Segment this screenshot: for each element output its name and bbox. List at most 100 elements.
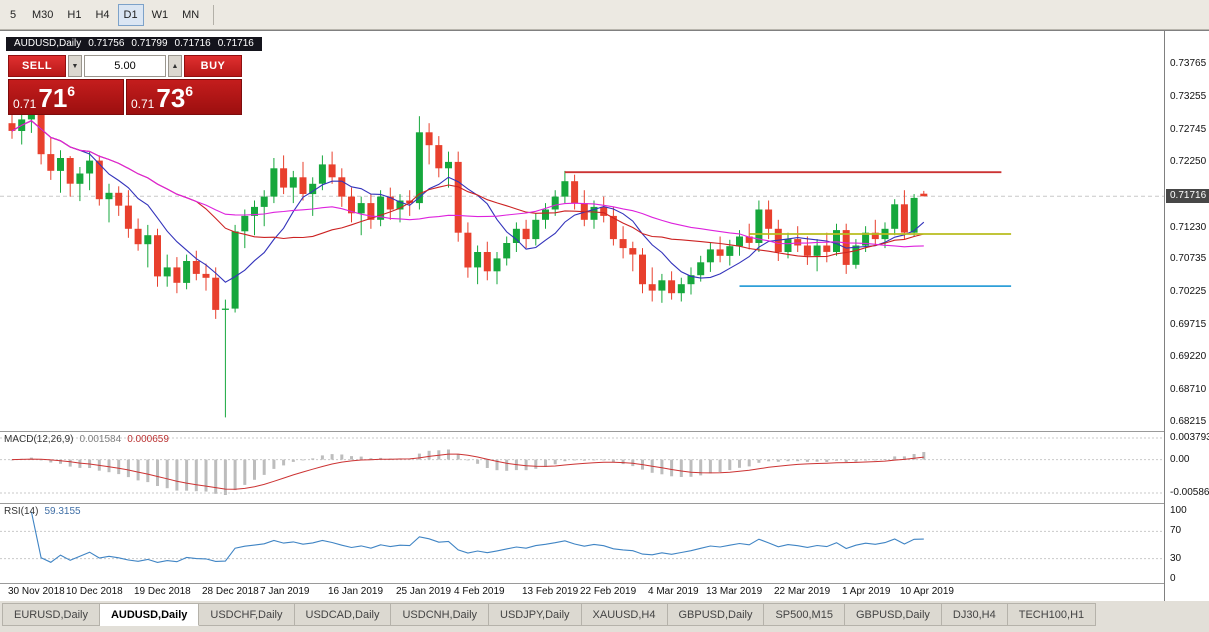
time-axis-label: 25 Jan 2019: [396, 586, 452, 597]
buy-price-prefix: 0.71: [131, 97, 155, 111]
macd-label: MACD(12,26,9) 0.001584 0.000659: [4, 434, 169, 445]
ma-slow-line: [11, 120, 924, 248]
macd-main-value: 0.001584: [79, 434, 122, 445]
macd-signal-line: [11, 453, 924, 490]
timeframe-button-m30[interactable]: M30: [26, 3, 60, 26]
price-scale-label: 0.70735: [1170, 253, 1207, 264]
buy-price-pip: 6: [185, 83, 194, 99]
price-scale-label: 0.72745: [1170, 124, 1207, 135]
time-axis-label: 4 Mar 2019: [648, 586, 699, 597]
rsi-scale-label: 0: [1170, 573, 1176, 584]
time-axis[interactable]: 30 Nov 2018 10 Dec 2018 19 Dec 2018 28 Dec …: [0, 583, 1164, 601]
chart-title-bar: AUDUSD,Daily 0.71756 0.71799 0.71716 0.7…: [6, 37, 262, 51]
macd-scale-label: 0.003793: [1170, 432, 1209, 443]
buy-price-big: 73: [156, 83, 186, 113]
macd-scale-label: 0.00: [1170, 454, 1190, 465]
volume-increase-button[interactable]: ▲: [168, 55, 182, 77]
tab-usdcad-daily[interactable]: USDCAD,Daily: [294, 603, 392, 626]
time-axis-label: 10 Dec 2018: [66, 586, 123, 597]
candles: [8, 106, 928, 418]
rsi-value: 59.3155: [44, 506, 81, 517]
chart-symbol-title: AUDUSD,Daily: [14, 38, 82, 49]
timeframe-button-mn[interactable]: MN: [176, 3, 206, 26]
timeframe-button-h1[interactable]: H1: [61, 3, 88, 26]
timeframe-toolbar: 5 M30 H1 H4 D1 W1 MN: [0, 0, 1209, 30]
tab-usdcnh-daily[interactable]: USDCNH,Daily: [391, 603, 490, 626]
price-chart[interactable]: [0, 31, 1164, 431]
tab-tech100-h1[interactable]: TECH100,H1: [1007, 603, 1097, 626]
macd-indicator-pane[interactable]: [0, 431, 1164, 503]
tab-dj30-h4[interactable]: DJ30,H4: [941, 603, 1008, 626]
chart-tab-bar: EURUSD,Daily AUDUSD,Daily USDCHF,Daily USDC…: [0, 600, 1209, 632]
time-axis-label: 4 Feb 2019: [454, 586, 505, 597]
price-scale-label: 0.71230: [1170, 222, 1207, 233]
time-axis-label: 22 Mar 2019: [774, 586, 831, 597]
ohlc-close: 0.71716: [217, 38, 254, 49]
rsi-scale-label: 30: [1170, 553, 1182, 564]
timeframe-button-w1[interactable]: W1: [145, 3, 175, 26]
price-scale-label: 0.68710: [1170, 384, 1207, 395]
macd-histogram: [10, 449, 926, 495]
tab-eurusd-daily[interactable]: EURUSD,Daily: [2, 603, 100, 626]
timeframe-button-5[interactable]: 5: [2, 3, 24, 26]
tab-xauusd-h4[interactable]: XAUUSD,H4: [581, 603, 668, 626]
buy-price-display[interactable]: 0.71 73 6: [126, 79, 242, 115]
tab-sp500-m15[interactable]: SP500,M15: [764, 603, 845, 626]
volume-input[interactable]: [84, 55, 166, 77]
rsi-label: RSI(14) 59.3155: [4, 506, 81, 517]
tab-gbpusd-daily[interactable]: GBPUSD,Daily: [844, 603, 942, 626]
volume-decrease-button[interactable]: ▼: [68, 55, 82, 77]
time-axis-label: 1 Apr 2019: [842, 586, 891, 597]
price-scale[interactable]: 0.737650.732550.727450.722500.717400.712…: [1164, 31, 1209, 601]
tab-gbpusd-daily[interactable]: GBPUSD,Daily: [667, 603, 765, 626]
price-scale-label: 0.72250: [1170, 156, 1207, 167]
time-axis-label: 22 Feb 2019: [580, 586, 637, 597]
ohlc-open: 0.71756: [88, 38, 125, 49]
rsi-scale-label: 70: [1170, 525, 1182, 536]
sell-button[interactable]: SELL: [8, 55, 66, 77]
chart-window: AUDUSD,Daily 0.71756 0.71799 0.71716 0.7…: [0, 30, 1209, 601]
sell-price-big: 71: [38, 83, 68, 113]
time-axis-label: 19 Dec 2018: [134, 586, 191, 597]
toolbar-separator: [213, 4, 215, 25]
rsi-line: [30, 511, 924, 563]
price-scale-label: 0.70225: [1170, 286, 1207, 297]
timeframe-button-d1[interactable]: D1: [117, 3, 144, 26]
sell-price-prefix: 0.71: [13, 97, 37, 111]
timeframe-button-h4[interactable]: H4: [89, 3, 116, 26]
tab-audusd-daily[interactable]: AUDUSD,Daily: [99, 603, 200, 626]
panel-divider: [0, 583, 1209, 584]
macd-title: MACD(12,26,9): [4, 434, 74, 445]
time-axis-label: 7 Jan 2019: [260, 586, 310, 597]
triangle-up-icon: ▲: [171, 62, 179, 70]
triangle-down-icon: ▼: [71, 62, 79, 70]
rsi-title: RSI(14): [4, 506, 39, 517]
price-scale-label: 0.73255: [1170, 91, 1207, 102]
time-axis-label: 13 Feb 2019: [522, 586, 579, 597]
time-axis-label: 16 Jan 2019: [328, 586, 384, 597]
price-scale-label: 0.68215: [1170, 416, 1207, 427]
time-axis-label: 28 Dec 2018: [202, 586, 259, 597]
tab-usdjpy-daily[interactable]: USDJPY,Daily: [489, 603, 582, 626]
time-axis-label: 10 Apr 2019: [900, 586, 954, 597]
time-axis-label: 30 Nov 2018: [8, 586, 65, 597]
price-scale-label: 0.73765: [1170, 58, 1207, 69]
panel-divider: [0, 503, 1209, 504]
macd-signal-value: 0.000659: [127, 434, 169, 445]
sell-price-pip: 6: [67, 83, 76, 99]
price-scale-label: 0.69715: [1170, 319, 1207, 330]
rsi-indicator-pane[interactable]: [0, 503, 1164, 583]
macd-scale-label: -0.005864: [1170, 487, 1209, 498]
ma-fast-line: [11, 120, 925, 283]
panel-divider: [0, 431, 1209, 432]
ohlc-high: 0.71799: [131, 38, 168, 49]
time-axis-label: 13 Mar 2019: [706, 586, 763, 597]
sell-price-display[interactable]: 0.71 71 6: [8, 79, 124, 115]
ohlc-low: 0.71716: [174, 38, 211, 49]
buy-button[interactable]: BUY: [184, 55, 242, 77]
tab-usdchf-daily[interactable]: USDCHF,Daily: [199, 603, 295, 626]
price-scale-label: 0.69220: [1170, 351, 1207, 362]
rsi-scale-label: 100: [1170, 505, 1187, 516]
